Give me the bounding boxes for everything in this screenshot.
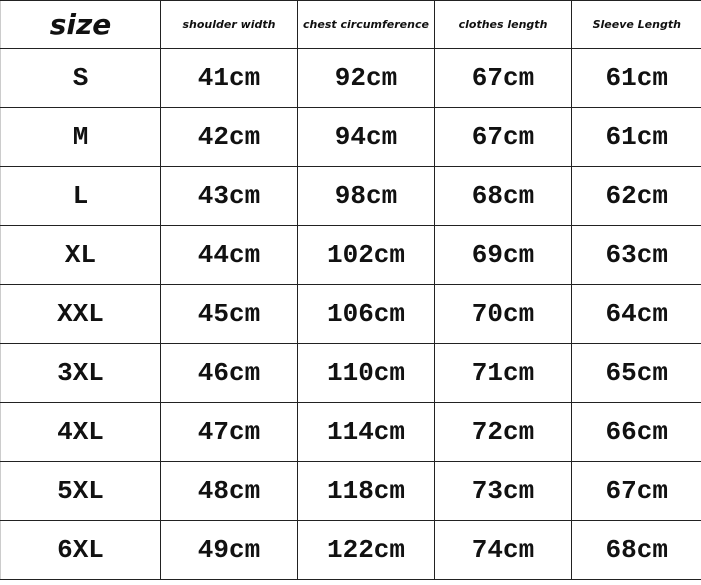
table-body: S 41cm 92cm 67cm 61cm M 42cm 94cm 67cm 61cm L 43cm 9…	[0, 48, 701, 580]
measure-cell: 41cm	[160, 48, 298, 108]
measure-cell: 110cm	[297, 343, 435, 403]
measure-cell: 61cm	[571, 48, 701, 108]
table-row: 4XL 47cm 114cm 72cm 66cm	[0, 402, 701, 462]
measure-cell: 49cm	[160, 520, 298, 580]
header-row: size shoulder width chest circumference clo…	[0, 0, 701, 49]
size-cell: M	[0, 107, 161, 167]
size-cell: L	[0, 166, 161, 226]
measure-cell: 62cm	[571, 166, 701, 226]
measure-cell: 106cm	[297, 284, 435, 344]
measure-cell: 72cm	[434, 402, 572, 462]
table-row: 6XL 49cm 122cm 74cm 68cm	[0, 520, 701, 580]
size-cell: 4XL	[0, 402, 161, 462]
header-cell: Sleeve Length	[571, 0, 701, 49]
header-cell: size	[0, 0, 161, 49]
table-row: XL 44cm 102cm 69cm 63cm	[0, 225, 701, 285]
measure-cell: 47cm	[160, 402, 298, 462]
measure-cell: 73cm	[434, 461, 572, 521]
measure-cell: 98cm	[297, 166, 435, 226]
measure-cell: 122cm	[297, 520, 435, 580]
measure-cell: 118cm	[297, 461, 435, 521]
measure-cell: 48cm	[160, 461, 298, 521]
measure-cell: 66cm	[571, 402, 701, 462]
size-cell: 3XL	[0, 343, 161, 403]
measure-cell: 92cm	[297, 48, 435, 108]
table-row: S 41cm 92cm 67cm 61cm	[0, 48, 701, 108]
measure-cell: 61cm	[571, 107, 701, 167]
table-row: XXL 45cm 106cm 70cm 64cm	[0, 284, 701, 344]
header-cell: clothes length	[434, 0, 572, 49]
table-row: 5XL 48cm 118cm 73cm 67cm	[0, 461, 701, 521]
measure-cell: 70cm	[434, 284, 572, 344]
measure-cell: 46cm	[160, 343, 298, 403]
measure-cell: 67cm	[434, 107, 572, 167]
header-cell: shoulder width	[160, 0, 298, 49]
measure-cell: 68cm	[571, 520, 701, 580]
size-cell: XXL	[0, 284, 161, 344]
measure-cell: 69cm	[434, 225, 572, 285]
measure-cell: 67cm	[571, 461, 701, 521]
size-cell: XL	[0, 225, 161, 285]
measure-cell: 74cm	[434, 520, 572, 580]
size-cell: 5XL	[0, 461, 161, 521]
measure-cell: 64cm	[571, 284, 701, 344]
measure-cell: 94cm	[297, 107, 435, 167]
measure-cell: 71cm	[434, 343, 572, 403]
size-cell: S	[0, 48, 161, 108]
measure-cell: 114cm	[297, 402, 435, 462]
header-cell: chest circumference	[297, 0, 435, 49]
measure-cell: 65cm	[571, 343, 701, 403]
table-row: M 42cm 94cm 67cm 61cm	[0, 107, 701, 167]
measure-cell: 45cm	[160, 284, 298, 344]
table-row: 3XL 46cm 110cm 71cm 65cm	[0, 343, 701, 403]
measure-cell: 67cm	[434, 48, 572, 108]
measure-cell: 44cm	[160, 225, 298, 285]
table-row: L 43cm 98cm 68cm 62cm	[0, 166, 701, 226]
measure-cell: 68cm	[434, 166, 572, 226]
size-cell: 6XL	[0, 520, 161, 580]
measure-cell: 43cm	[160, 166, 298, 226]
measure-cell: 42cm	[160, 107, 298, 167]
measure-cell: 102cm	[297, 225, 435, 285]
measure-cell: 63cm	[571, 225, 701, 285]
